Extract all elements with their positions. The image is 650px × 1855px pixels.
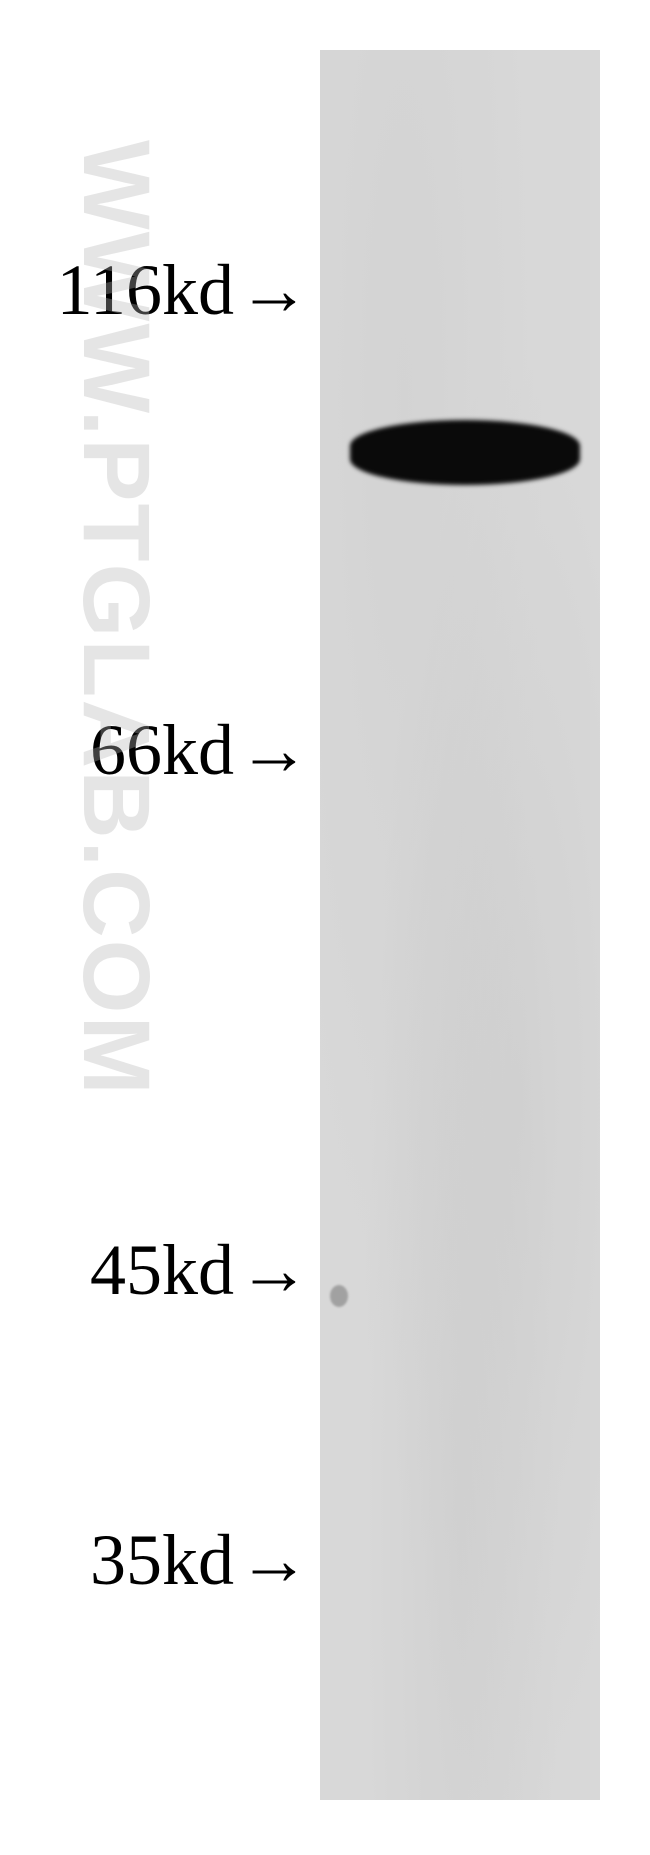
arrow-icon: → xyxy=(238,1519,310,1602)
mw-marker-116kd: 116kd→ xyxy=(57,250,310,330)
mw-marker-35kd: 35kd→ xyxy=(90,1520,310,1600)
blot-lane xyxy=(320,50,600,1800)
protein-band xyxy=(350,420,580,485)
mw-marker-45kd: 45kd→ xyxy=(90,1230,310,1310)
marker-text: 66kd xyxy=(90,709,234,792)
mw-marker-66kd: 66kd→ xyxy=(90,710,310,790)
arrow-icon: → xyxy=(238,249,310,332)
lane-artifact xyxy=(330,1285,348,1307)
marker-text: 45kd xyxy=(90,1229,234,1312)
marker-text: 116kd xyxy=(57,249,234,332)
arrow-icon: → xyxy=(238,1229,310,1312)
arrow-icon: → xyxy=(238,709,310,792)
marker-text: 35kd xyxy=(90,1519,234,1602)
western-blot-figure: 116kd→ 66kd→ 45kd→ 35kd→ WWW.PTGLAB.COM xyxy=(0,0,650,1855)
